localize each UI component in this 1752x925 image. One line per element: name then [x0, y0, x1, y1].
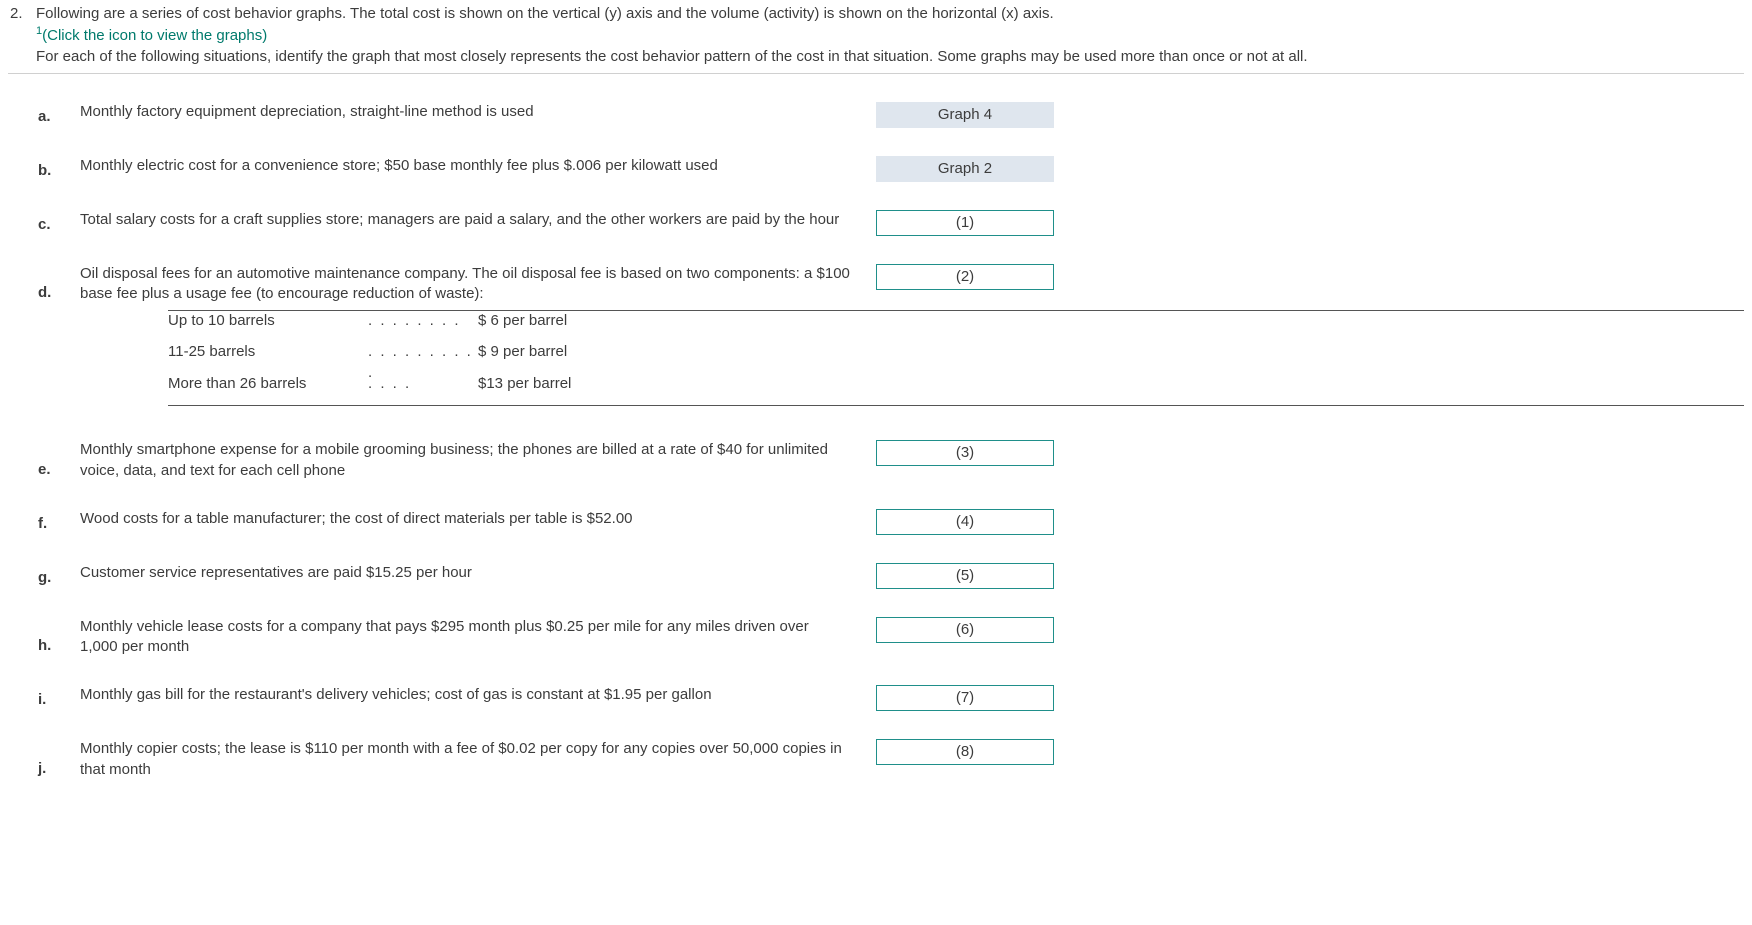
answer-input-g[interactable]: (5)	[876, 563, 1054, 589]
item-text: Monthly electric cost for a convenience …	[80, 156, 870, 176]
rate-amount: $13 per barrel	[478, 374, 618, 394]
item-letter: f.	[8, 514, 80, 535]
rate-amount: $ 9 per barrel	[478, 342, 618, 362]
answer-filled-a: Graph 4	[876, 102, 1054, 128]
answer-input-c[interactable]: (1)	[876, 210, 1054, 236]
item-letter: j.	[8, 759, 80, 780]
item-text: Customer service representatives are pai…	[80, 563, 870, 583]
item-row-h: h. Monthly vehicle lease costs for a com…	[8, 617, 1744, 658]
item-row-j: j. Monthly copier costs; the lease is $1…	[8, 739, 1744, 780]
answer-col: Graph 4	[870, 102, 1060, 128]
item-row-e: e. Monthly smartphone expense for a mobi…	[8, 440, 1744, 481]
answer-col: (5)	[870, 563, 1060, 589]
item-row-g: g. Customer service representatives are …	[8, 563, 1744, 589]
item-text: Monthly factory equipment depreciation, …	[80, 102, 870, 122]
item-letter: d.	[8, 283, 80, 304]
item-row-b: b. Monthly electric cost for a convenien…	[8, 156, 1744, 182]
rate-row: More than 26 barrels . . . . $13 per bar…	[168, 374, 1744, 406]
question-number: 2.	[8, 4, 36, 24]
item-text: Monthly smartphone expense for a mobile …	[80, 440, 870, 481]
item-letter: h.	[8, 636, 80, 657]
question-body: Following are a series of cost behavior …	[36, 4, 1744, 67]
answer-input-f[interactable]: (4)	[876, 509, 1054, 535]
answer-input-i[interactable]: (7)	[876, 685, 1054, 711]
item-text: Oil disposal fees for an automotive main…	[80, 264, 870, 305]
item-row-c: c. Total salary costs for a craft suppli…	[8, 210, 1744, 236]
answer-col: (1)	[870, 210, 1060, 236]
rate-row: Up to 10 barrels . . . . . . . . $ 6 per…	[168, 310, 1744, 342]
intro-line-1: Following are a series of cost behavior …	[36, 4, 1744, 24]
rate-amount: $ 6 per barrel	[478, 311, 618, 331]
item-text: Monthly copier costs; the lease is $110 …	[80, 739, 870, 780]
answer-input-j[interactable]: (8)	[876, 739, 1054, 765]
item-row-d: d. Oil disposal fees for an automotive m…	[8, 264, 1744, 305]
item-letter: e.	[8, 460, 80, 481]
answer-input-d[interactable]: (2)	[876, 264, 1054, 290]
item-text: Monthly gas bill for the restaurant's de…	[80, 685, 870, 705]
answer-col: (4)	[870, 509, 1060, 535]
item-letter: c.	[8, 215, 80, 236]
rate-range: 11-25 barrels	[168, 342, 368, 362]
item-row-a: a. Monthly factory equipment depreciatio…	[8, 102, 1744, 128]
answer-input-h[interactable]: (6)	[876, 617, 1054, 643]
view-graphs-link[interactable]: (Click the icon to view the graphs)	[42, 27, 267, 44]
item-text: Wood costs for a table manufacturer; the…	[80, 509, 870, 529]
rate-table: Up to 10 barrels . . . . . . . . $ 6 per…	[168, 310, 1744, 406]
item-text: Total salary costs for a craft supplies …	[80, 210, 870, 230]
answer-col: (7)	[870, 685, 1060, 711]
answer-col: Graph 2	[870, 156, 1060, 182]
item-letter: b.	[8, 161, 80, 182]
item-letter: i.	[8, 690, 80, 711]
item-letter: a.	[8, 107, 80, 128]
graphs-link-row: 1(Click the icon to view the graphs)	[36, 24, 1744, 46]
item-text: Monthly vehicle lease costs for a compan…	[80, 617, 870, 658]
rate-dots: . . . .	[368, 374, 478, 394]
rate-row: 11-25 barrels . . . . . . . . . . $ 9 pe…	[168, 342, 1744, 374]
item-letter: g.	[8, 568, 80, 589]
answer-col: (8)	[870, 739, 1060, 765]
rate-range: More than 26 barrels	[168, 374, 368, 394]
rate-range: Up to 10 barrels	[168, 311, 368, 331]
answer-col: (3)	[870, 440, 1060, 466]
header-divider	[8, 73, 1744, 74]
question-header: 2. Following are a series of cost behavi…	[8, 4, 1744, 67]
answer-col: (2)	[870, 264, 1060, 290]
answer-filled-b: Graph 2	[876, 156, 1054, 182]
item-row-f: f. Wood costs for a table manufacturer; …	[8, 509, 1744, 535]
answer-col: (6)	[870, 617, 1060, 643]
answer-input-e[interactable]: (3)	[876, 440, 1054, 466]
intro-line-2: For each of the following situations, id…	[36, 47, 1744, 67]
rate-dots: . . . . . . . .	[368, 311, 478, 331]
item-row-i: i. Monthly gas bill for the restaurant's…	[8, 685, 1744, 711]
